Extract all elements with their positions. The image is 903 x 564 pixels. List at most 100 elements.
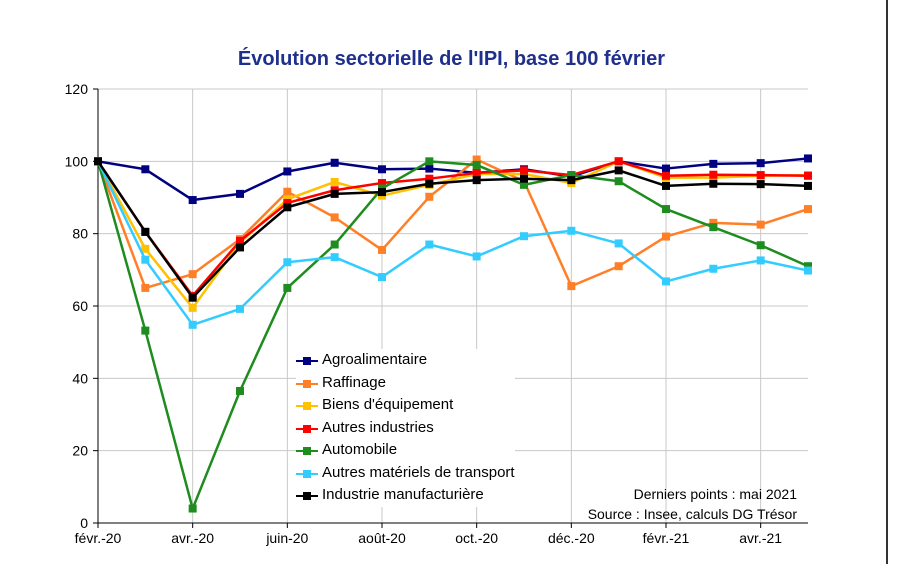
- legend-label: Automobile: [322, 441, 398, 458]
- data-point: [236, 243, 244, 252]
- data-point: [709, 159, 718, 168]
- series-line: [96, 160, 809, 299]
- legend-swatch: [296, 492, 318, 500]
- data-point: [188, 293, 197, 302]
- data-point: [188, 303, 197, 312]
- data-point: [567, 176, 576, 185]
- x-tick-labels: févr.-20 avr.-20 juin-20 août-20 oct.-20 déc.…: [75, 530, 783, 546]
- data-point: [804, 171, 812, 180]
- data-point: [425, 179, 434, 188]
- data-point: [425, 192, 434, 201]
- data-point: [330, 189, 339, 198]
- series-6: [94, 157, 812, 302]
- x-tick-label: août-20: [358, 530, 406, 546]
- data-point: [283, 198, 292, 207]
- data-point: [188, 270, 197, 279]
- data-point: [709, 170, 718, 179]
- legend-swatch: [296, 447, 318, 455]
- x-tick-label: avr.-21: [739, 530, 782, 546]
- data-point: [804, 266, 812, 275]
- data-point: [709, 218, 718, 227]
- data-point: [756, 256, 765, 265]
- data-point: [756, 180, 765, 189]
- data-point: [662, 181, 670, 190]
- data-point: [756, 241, 765, 250]
- data-point: [425, 164, 434, 173]
- data-point: [425, 157, 434, 166]
- series-line: [96, 160, 809, 298]
- data-point: [283, 258, 292, 267]
- data-point: [141, 283, 150, 292]
- legend-swatch: [296, 469, 318, 478]
- data-point: [662, 205, 670, 214]
- data-point: [520, 174, 528, 183]
- data-point: [472, 252, 481, 261]
- data-point: [804, 181, 812, 190]
- data-point: [330, 158, 339, 167]
- legend-label: Agroalimentaire: [322, 351, 428, 368]
- data-point: [756, 220, 765, 229]
- data-point: [236, 236, 244, 245]
- data-point: [141, 326, 150, 335]
- data-point: [520, 232, 528, 241]
- data-point: [378, 188, 386, 197]
- legend-entry: Biens d'équipement: [296, 394, 515, 417]
- y-tick-label: 120: [65, 81, 89, 97]
- x-tick-label: avr.-20: [171, 530, 214, 546]
- x-tick-label: juin-20: [265, 530, 308, 546]
- data-point: [662, 232, 670, 241]
- legend-swatch: [296, 424, 318, 433]
- data-point: [236, 304, 244, 313]
- series-line: [97, 157, 809, 202]
- data-point: [472, 168, 481, 177]
- legend: Agroalimentaire Raffinage Biens d'équipeme…: [296, 349, 515, 507]
- data-point: [709, 264, 718, 273]
- data-point: [472, 155, 481, 164]
- data-point: [756, 159, 765, 168]
- x-tick-label: déc.-20: [548, 530, 595, 546]
- data-point: [804, 205, 812, 214]
- data-point: [330, 177, 339, 186]
- legend-entry: Autres industries: [296, 417, 515, 440]
- data-point: [141, 255, 150, 264]
- data-point: [567, 171, 576, 180]
- data-point: [330, 213, 339, 222]
- frame-border: [886, 0, 888, 564]
- data-point: [236, 386, 244, 395]
- legend-entry: Industrie manufacturière: [296, 484, 515, 507]
- data-point: [236, 189, 244, 198]
- y-tick-label: 80: [72, 226, 88, 242]
- series-line: [96, 160, 809, 310]
- data-point: [94, 157, 102, 166]
- legend-swatch: [296, 402, 318, 410]
- data-point: [614, 157, 623, 166]
- data-point: [188, 320, 197, 329]
- legend-swatch: [296, 357, 318, 365]
- data-point: [567, 226, 576, 235]
- annotation-last-points: Derniers points : mai 2021: [633, 486, 797, 502]
- legend-label: Industrie manufacturière: [322, 486, 484, 503]
- data-point: [614, 166, 623, 175]
- data-point: [756, 171, 765, 180]
- legend-entry: Autres matériels de transport: [296, 462, 515, 485]
- y-tick-labels: 0 20 40 60 80 100 120: [65, 81, 89, 531]
- data-point: [520, 180, 528, 189]
- data-point: [425, 174, 434, 183]
- y-tick-label: 0: [80, 515, 88, 531]
- legend-label: Biens d'équipement: [322, 396, 454, 413]
- data-point: [614, 177, 623, 186]
- data-point: [804, 262, 812, 271]
- series-line: [96, 160, 809, 510]
- data-point: [709, 223, 718, 232]
- legend-swatch: [296, 379, 318, 388]
- data-point: [567, 282, 576, 291]
- legend-label: Autres industries: [322, 418, 434, 436]
- chart-notes: Derniers points : mai 2021 Source : Inse…: [588, 484, 797, 524]
- y-tick-label: 20: [72, 443, 88, 459]
- series-lines: [94, 154, 812, 513]
- data-point: [330, 253, 339, 262]
- data-point: [378, 273, 386, 282]
- legend-label: Autres matériels de transport: [322, 463, 515, 481]
- data-point: [520, 166, 528, 175]
- data-point: [141, 165, 150, 174]
